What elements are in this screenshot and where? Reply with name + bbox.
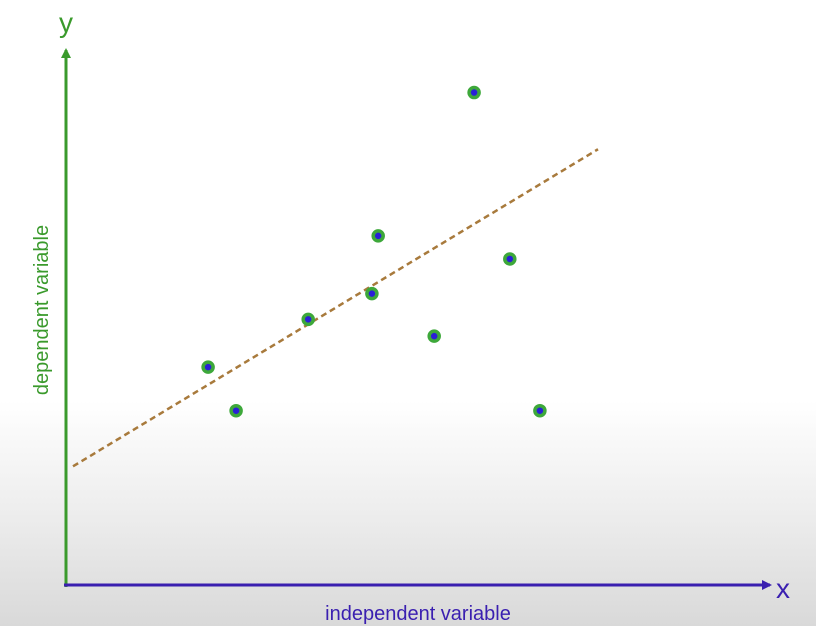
y-axis-letter: y: [59, 7, 73, 38]
data-point: [301, 312, 315, 327]
data-point: [229, 403, 243, 418]
data-point: [365, 286, 379, 301]
data-point: [427, 329, 441, 343]
data-point: [201, 360, 215, 374]
data-point: [467, 85, 481, 100]
x-axis-label: independent variable: [325, 603, 511, 625]
data-point: [371, 229, 385, 243]
trendline-layer: [72, 148, 599, 468]
data-point: [503, 252, 517, 266]
y-axis-label: dependent variable: [31, 225, 53, 395]
x-axis-letter: x: [776, 573, 790, 604]
trendline: [72, 148, 599, 468]
data-point: [533, 403, 547, 418]
data-points-layer: [201, 85, 547, 418]
